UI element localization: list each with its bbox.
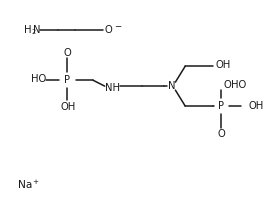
Text: H: H	[24, 26, 32, 36]
Text: N: N	[168, 81, 175, 91]
Text: O: O	[224, 80, 231, 90]
Text: Na: Na	[18, 181, 33, 191]
Text: 2: 2	[32, 29, 36, 35]
Text: HO: HO	[31, 74, 46, 84]
Text: OH: OH	[215, 60, 231, 70]
Text: −: −	[114, 21, 121, 30]
Text: +: +	[32, 180, 38, 186]
Text: O: O	[64, 48, 71, 58]
Text: HO: HO	[231, 80, 247, 90]
Text: N: N	[33, 26, 41, 36]
Text: NH: NH	[105, 83, 120, 93]
Text: P: P	[218, 101, 225, 111]
Text: O: O	[218, 129, 225, 139]
Text: OH: OH	[61, 102, 76, 112]
Text: OH: OH	[249, 101, 264, 111]
Text: P: P	[64, 75, 70, 85]
Text: O: O	[105, 26, 113, 36]
